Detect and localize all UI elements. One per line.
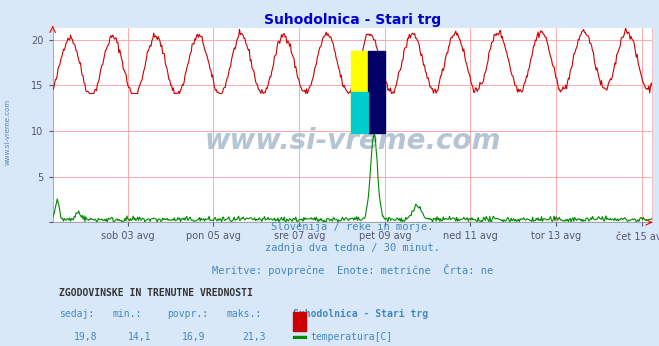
Bar <box>293 336 306 346</box>
Text: 16,9: 16,9 <box>182 332 206 342</box>
Text: Suhodolnica - Stari trg: Suhodolnica - Stari trg <box>293 309 428 319</box>
Bar <box>351 51 368 133</box>
Text: temperatura[C]: temperatura[C] <box>310 332 393 342</box>
Text: 14,1: 14,1 <box>128 332 152 342</box>
Text: povpr.:: povpr.: <box>167 309 208 319</box>
Text: sedaj:: sedaj: <box>59 309 94 319</box>
Text: ZGODOVINSKE IN TRENUTNE VREDNOSTI: ZGODOVINSKE IN TRENUTNE VREDNOSTI <box>59 288 252 298</box>
Text: Meritve: povprečne  Enote: metrične  Črta: ne: Meritve: povprečne Enote: metrične Črta:… <box>212 264 493 276</box>
Bar <box>293 312 306 331</box>
Text: www.si-vreme.com: www.si-vreme.com <box>204 127 501 155</box>
Bar <box>368 51 385 133</box>
Bar <box>351 92 368 133</box>
Text: min.:: min.: <box>113 309 142 319</box>
Text: maks.:: maks.: <box>227 309 262 319</box>
Text: zadnja dva tedna / 30 minut.: zadnja dva tedna / 30 minut. <box>265 243 440 253</box>
Title: Suhodolnica - Stari trg: Suhodolnica - Stari trg <box>264 12 441 27</box>
Text: www.si-vreme.com: www.si-vreme.com <box>5 98 11 165</box>
Text: Slovenija / reke in morje.: Slovenija / reke in morje. <box>272 222 434 232</box>
Text: 21,3: 21,3 <box>242 332 266 342</box>
Text: 19,8: 19,8 <box>74 332 98 342</box>
